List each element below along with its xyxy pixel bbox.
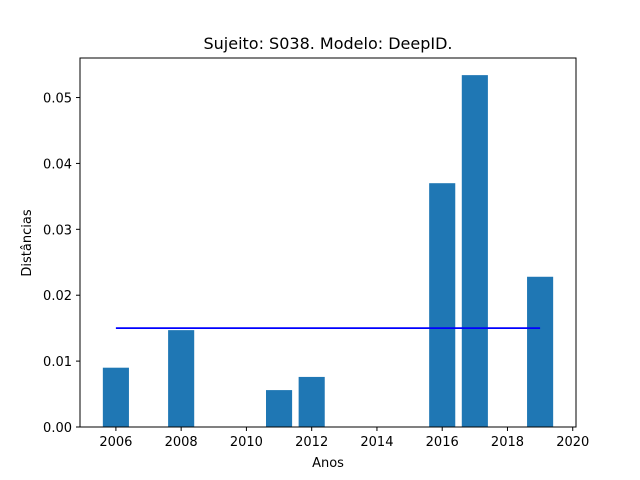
bar-2012	[298, 376, 325, 427]
x-tick-label-2020: 2020	[556, 435, 589, 450]
y-tick-label-2: 0.02	[43, 289, 72, 304]
y-tick-label-3: 0.03	[43, 223, 72, 238]
y-tick-label-4: 0.04	[43, 157, 72, 172]
y-tick-label-1: 0.01	[43, 355, 72, 370]
x-tick-label-2008: 2008	[165, 435, 198, 450]
x-axis-label: Anos	[312, 456, 344, 471]
bar-2011	[266, 390, 293, 427]
plot-frame	[79, 57, 577, 428]
bar-2006	[102, 367, 129, 427]
bar-2017	[461, 75, 488, 427]
bars-group	[102, 75, 554, 427]
x-tick-label-2014: 2014	[360, 435, 393, 450]
y-axis-label: Distâncias	[20, 209, 35, 276]
chart-title: Sujeito: S038. Modelo: DeepID.	[203, 34, 452, 53]
x-tick-label-2016: 2016	[426, 435, 459, 450]
y-tick-label-5: 0.05	[43, 92, 72, 107]
bar-2008	[168, 330, 195, 427]
x-tick-label-2010: 2010	[230, 435, 263, 450]
x-tick-label-2018: 2018	[491, 435, 524, 450]
y-axis: 0.00 0.01 0.02 0.03 0.04 0.05	[43, 92, 80, 436]
x-tick-label-2006: 2006	[99, 435, 132, 450]
x-tick-label-2012: 2012	[295, 435, 328, 450]
y-tick-label-0: 0.00	[43, 421, 72, 436]
bar-2019	[527, 276, 554, 427]
bar-2016	[429, 183, 456, 427]
x-axis: 2006 2008 2010 2012 2014 2016 2018 2020	[99, 427, 589, 450]
